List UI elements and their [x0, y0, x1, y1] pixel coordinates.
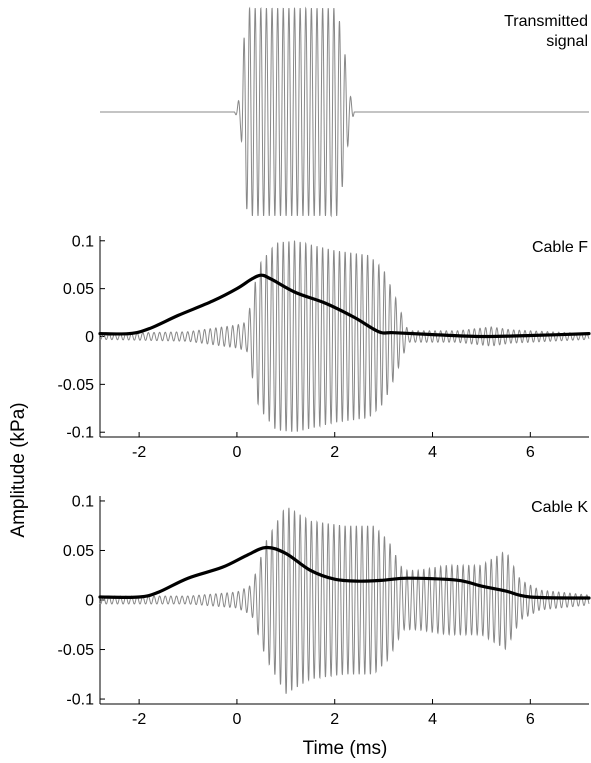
cable-f-title: Cable F [532, 239, 588, 256]
cable-f-x-tick-label: 0 [232, 444, 241, 461]
cable-f-panel: -0.1 -0.05 0 0.05 0.1 -2 0 2 4 6 Cable F [58, 233, 591, 461]
transmitted-signal-panel: Transmitted signal [100, 6, 589, 218]
cable-f-x-tick-label: 2 [330, 444, 339, 461]
cable-k-x-tick-label: 6 [526, 711, 535, 728]
cable-k-y-tick-label: 0.1 [72, 493, 94, 510]
cable-k-waveform-line [99, 507, 590, 694]
cable-k-title: Cable K [531, 499, 588, 516]
cable-f-y-tick-label: -0.05 [58, 377, 95, 394]
cable-k-smoothed-line [98, 545, 591, 600]
cable-k-x-tick-label: 2 [330, 711, 339, 728]
x-axis-label: Time (ms) [303, 738, 388, 759]
cable-k-y-tick-label: 0 [85, 593, 94, 610]
cable-k-panel: -0.1 -0.05 0 0.05 0.1 -2 0 2 4 6 Cable K [58, 493, 591, 728]
cable-f-x-tick-label: -2 [132, 444, 146, 461]
y-axis-label: Amplitude (kPa) [8, 402, 29, 537]
cable-k-x-tick-label: -2 [132, 711, 146, 728]
transmitted-signal-title-line: Transmitted [504, 13, 588, 30]
cable-f-x-tick-label: 4 [428, 444, 437, 461]
transmitted-signal-waveform-line [100, 6, 589, 218]
cable-k-y-tick-label: -0.1 [66, 692, 94, 709]
cable-k-y-tick-label: -0.05 [58, 642, 95, 659]
transmitted-signal-title-line: signal [546, 33, 588, 50]
cable-k-x-tick-label: 0 [232, 711, 241, 728]
cable-k-y-tick-label: 0.05 [63, 543, 94, 560]
cable-f-waveform-line [99, 240, 590, 432]
cable-f-y-tick-label: 0.1 [72, 233, 94, 250]
cable-f-x-tick-label: 6 [526, 444, 535, 461]
cable-f-y-tick-label: -0.1 [66, 425, 94, 442]
cable-f-y-tick-label: 0 [85, 329, 94, 346]
cable-f-y-tick-label: 0.05 [63, 281, 94, 298]
cable-f-smoothed-line [98, 273, 591, 339]
cable-k-x-tick-label: 4 [428, 711, 437, 728]
